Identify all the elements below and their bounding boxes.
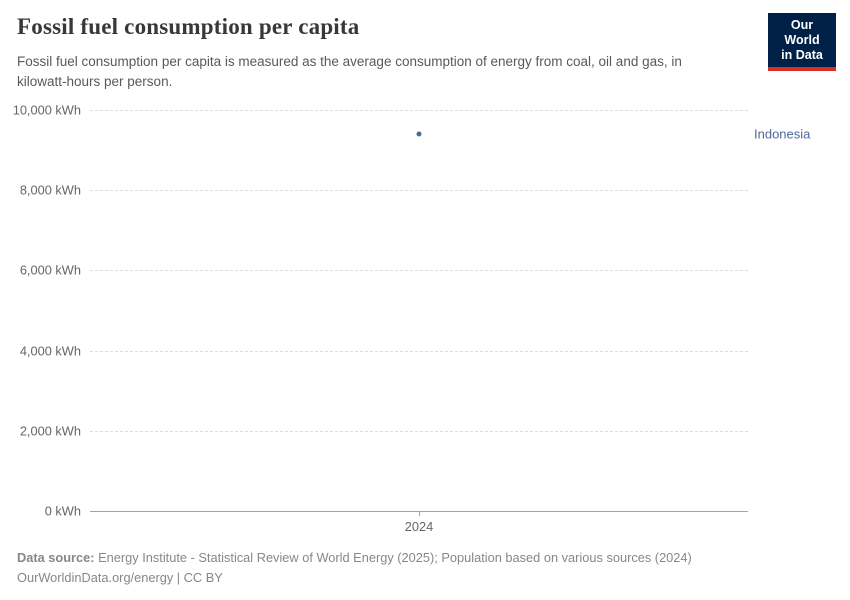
data-point-indonesia[interactable] bbox=[416, 131, 422, 137]
data-source-text: Energy Institute - Statistical Review of… bbox=[98, 550, 692, 565]
chart-plot-area: 0 kWh 2,000 kWh 4,000 kWh 6,000 kWh 8,000 kW… bbox=[13, 103, 811, 535]
y-axis-tick-label: 0 kWh bbox=[44, 503, 81, 519]
chart-subtitle: Fossil fuel consumption per capita is me… bbox=[17, 54, 682, 89]
y-axis-tick-label: 2,000 kWh bbox=[19, 423, 81, 439]
y-gridline bbox=[90, 270, 748, 272]
x-axis-tick-label: 2024 bbox=[404, 519, 434, 534]
y-gridline bbox=[90, 110, 748, 111]
y-axis-tick-label: 8,000 kWh bbox=[19, 182, 81, 198]
data-source-line: Data source: Energy Institute - Statisti… bbox=[17, 548, 692, 568]
chart-title: Fossil fuel consumption per capita bbox=[17, 14, 360, 39]
owid-logo-line1: Our World bbox=[784, 18, 820, 47]
y-gridline bbox=[90, 190, 748, 192]
owid-logo-line2: in Data bbox=[781, 48, 823, 62]
entity-label-indonesia[interactable]: Indonesia bbox=[754, 126, 811, 142]
data-source-label: Data source: bbox=[17, 550, 95, 565]
y-gridline bbox=[90, 350, 748, 352]
x-axis-tick-mark bbox=[419, 511, 420, 516]
owid-logo[interactable]: Our World in Data bbox=[768, 13, 836, 71]
y-axis-tick-label: 6,000 kWh bbox=[19, 262, 81, 278]
footer-license-link[interactable]: OurWorldinData.org/energy | CC BY bbox=[17, 570, 223, 586]
chart-footer: Data source: Energy Institute - Statisti… bbox=[17, 548, 692, 588]
y-axis-tick-label: 10,000 kWh bbox=[12, 102, 81, 118]
y-axis-tick-label: 4,000 kWh bbox=[19, 343, 81, 359]
y-gridline bbox=[90, 430, 748, 432]
